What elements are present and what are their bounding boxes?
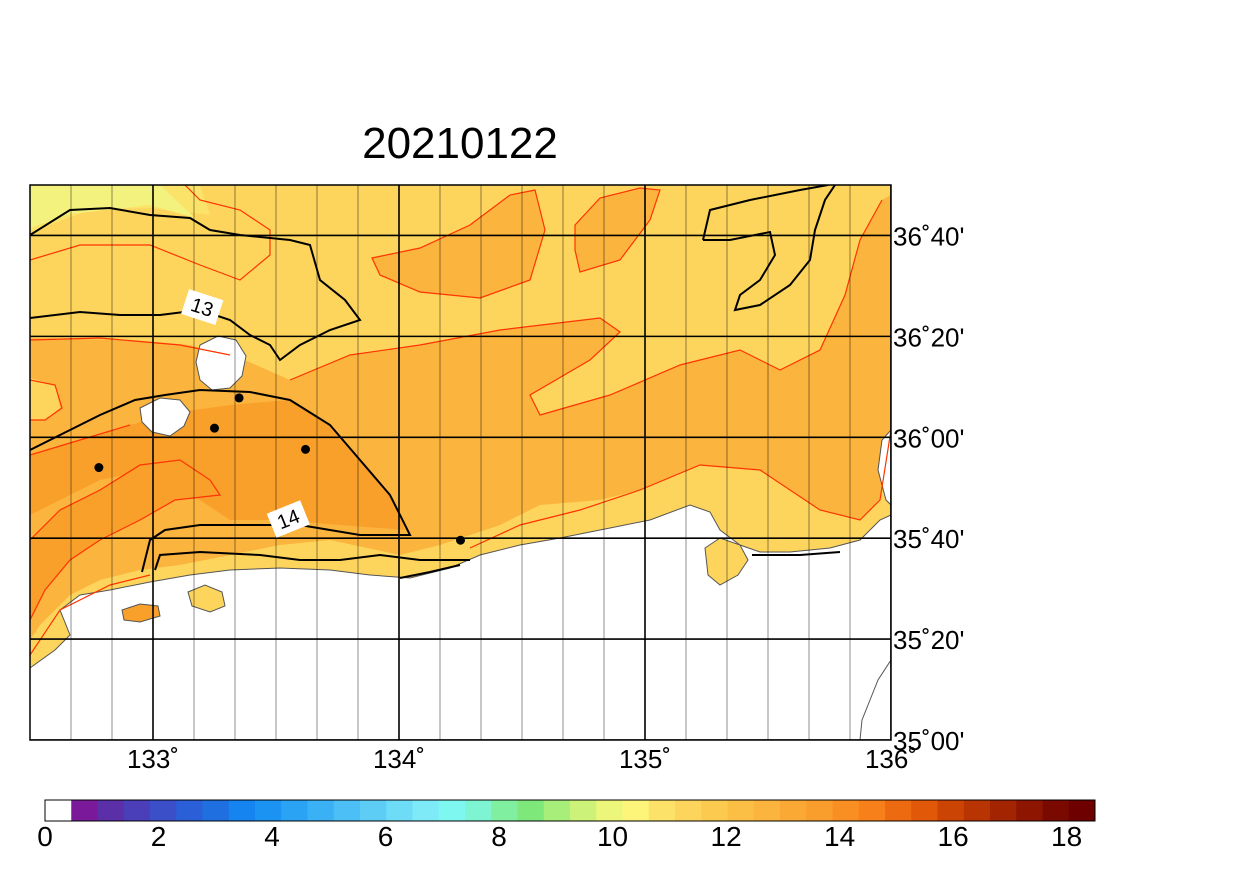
colorbar-swatch [465,800,492,821]
colorbar-swatch [1016,800,1043,821]
colorbar-swatch [675,800,702,821]
colorbar-swatch [255,800,282,821]
colorbar-label: 12 [711,821,742,852]
colorbar-swatch [622,800,650,821]
contour-label-box [181,289,224,326]
colorbar-frame [44,799,1096,822]
colorbar-label: 8 [491,821,507,852]
sst-band-warm [30,195,891,640]
lat-tick-label: 36˚20' [893,322,964,352]
colorbar-label: 10 [597,821,628,852]
colorbar-tick-labels: 0 2 4 6 8 10 12 14 16 18 [37,821,1082,852]
colorbar-swatch [806,800,833,821]
colorbar-swatch [228,800,256,821]
lat-tick-label: 35˚20' [893,625,964,655]
colorbar-label: 2 [151,821,167,852]
sst-lobe-north-1 [372,190,545,298]
lon-tick-label: 136˚ [865,744,917,774]
contours-half [30,185,891,656]
colorbar [44,799,1096,822]
colorbar-swatch [858,800,886,821]
longitude-tick-labels: 133˚ 134˚ 135˚ 136˚ [127,744,917,774]
island-dogo [195,335,247,391]
colorbar-swatch [885,800,912,821]
lat-tick-label: 35˚00' [893,726,964,756]
sst-lobe-north-2 [575,188,660,272]
colorbar-swatch [360,800,387,821]
colorbar-swatch [753,800,781,821]
graticule [70,185,851,740]
sst-patch-west [30,378,60,420]
colorbar-swatch [97,800,125,821]
colorbar-swatch [71,800,98,821]
colorbar-swatch [438,800,466,821]
colorbar-label: 14 [824,821,855,852]
colorbar-swatch [596,800,623,821]
station-dot [94,463,104,473]
colorbar-swatch [911,800,938,821]
colorbar-swatch [990,800,1017,821]
colorbar-label: 16 [938,821,969,852]
land-mainland [30,504,891,740]
map-plot: 13 14 [30,185,891,740]
colorbar-swatch [176,800,203,821]
colorbar-swatch [386,800,413,821]
colorbar-swatch [937,800,965,821]
station-dot [301,444,311,454]
station-dot [210,423,219,433]
land-east-bay [704,537,749,586]
map-title: 20210122 [362,119,558,168]
colorbar-swatch [412,800,440,821]
colorbar-swatch [1068,800,1096,821]
lat-tick-label: 36˚00' [893,423,964,453]
colorbar-swatch [832,800,860,821]
colorbar-label: 6 [378,821,394,852]
station-dot [456,535,465,545]
lon-tick-label: 134˚ [373,744,425,774]
colorbar-swatch [281,800,308,821]
lake [187,584,226,613]
colorbar-swatch [543,800,571,821]
land-southeast [859,659,891,740]
colorbar-swatch [963,800,991,821]
colorbar-swatch [45,800,72,821]
colorbar-label: 4 [264,821,280,852]
major-graticule [30,185,891,740]
lat-tick-label: 35˚40' [893,524,964,554]
map-frame [29,184,892,741]
lat-tick-label: 36˚40' [893,221,964,251]
colorbar-label: 0 [37,821,53,852]
colorbar-swatch [570,800,597,821]
colorbar-swatch [780,800,807,821]
colorbar-swatch [648,800,676,821]
colorbar-swatch [517,800,545,821]
lake-2 [121,603,161,623]
contour-label: 13 [181,289,224,326]
colorbar-swatch [333,800,361,821]
colorbar-swatch [202,800,230,821]
colorbar-swatch [701,800,728,821]
lon-tick-label: 135˚ [619,744,671,774]
sst-band-warmest-2 [30,400,405,530]
colorbar-swatch [491,800,518,821]
colorbar-swatch [150,800,177,821]
colorbar-swatch [1042,800,1070,821]
colorbar-label: 18 [1051,821,1082,852]
latitude-tick-labels: 35˚00' 35˚20' 35˚40' 36˚00' 36˚20' 36˚40' [893,221,964,756]
lon-tick-label: 133˚ [127,744,179,774]
contour-label-box [266,500,310,538]
contour-labels: 13 14 [181,289,310,538]
station-dot [234,393,244,403]
colorbar-swatch [123,800,151,821]
stations [94,393,465,545]
sst-band-warmest [30,460,220,620]
contour-label: 14 [266,500,310,538]
colorbar-swatch [727,800,755,821]
colorbar-swatch [307,800,335,821]
